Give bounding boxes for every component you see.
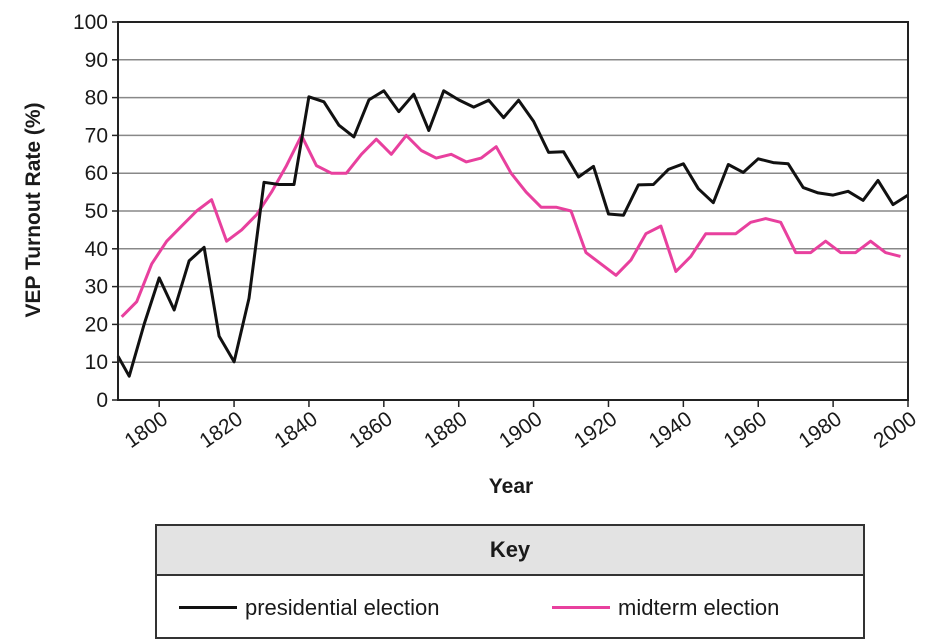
x-axis-title: Year [489,475,533,498]
x-tick-label: 1900 [495,407,546,453]
y-tick-label: 30 [85,276,108,299]
y-axis-ticks: 0 10 20 30 40 50 60 70 80 90 100 [73,11,118,412]
key-label-midterm: midterm election [618,594,780,620]
x-tick-label: 1960 [720,407,771,453]
y-tick-label: 80 [85,87,108,110]
y-tick-label: 90 [85,49,108,72]
x-tick-label: 1860 [345,407,396,453]
x-tick-label: 1820 [195,407,246,453]
y-tick-label: 40 [85,238,108,261]
y-tick-label: 60 [85,162,108,185]
key-item-presidential: presidential election [179,576,439,639]
x-tick-label: 1880 [420,407,471,453]
series-lines [116,89,909,378]
series-line-midterm [120,133,901,318]
y-tick-label: 10 [85,351,108,374]
series-line-presidential [116,89,909,378]
x-tick-label: 1920 [570,407,621,453]
x-tick-label: 2000 [869,407,920,453]
y-tick-label: 20 [85,313,108,336]
x-tick-label: 1980 [795,407,846,453]
x-tick-label: 1940 [645,407,696,453]
key-item-midterm: midterm election [552,576,779,639]
key-title: Key [157,526,863,576]
x-tick-label: 1800 [121,407,172,453]
y-tick-label: 100 [73,11,108,34]
y-tick-label: 70 [85,124,108,147]
x-axis-ticks: 1800 1820 1840 1860 1880 1900 1920 1940 1960 1980… [121,400,921,453]
x-tick-label: 1840 [270,407,321,453]
y-axis-title: VEP Turnout Rate (%) [22,102,45,317]
y-tick-label: 50 [85,200,108,223]
gridlines [118,21,908,401]
presidential-swatch [179,606,237,609]
y-tick-label: 0 [96,389,108,412]
key-label-presidential: presidential election [245,594,440,620]
midterm-swatch [552,606,610,609]
key-body: presidential election midterm election [157,576,863,639]
chart-key: Key presidential election midterm electi… [155,524,865,639]
